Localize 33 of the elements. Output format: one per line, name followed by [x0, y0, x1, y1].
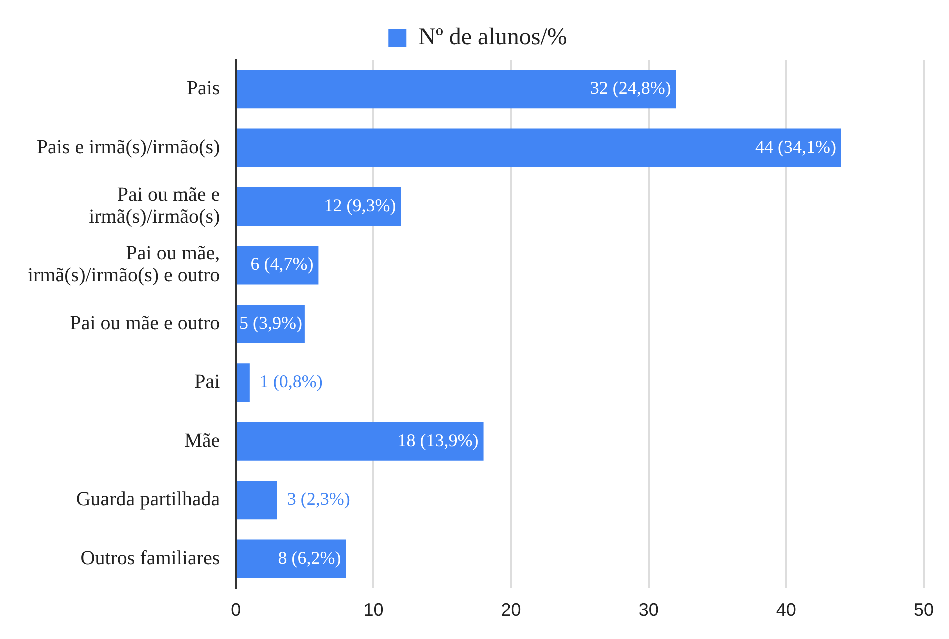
data-label: 5 (3,9%)	[240, 312, 303, 333]
bar	[237, 422, 484, 461]
data-label: 3 (2,3%)	[287, 489, 350, 510]
x-tick-label: 50	[914, 600, 934, 620]
data-label: 44 (34,1%)	[755, 136, 836, 157]
x-tick-label: 20	[501, 600, 522, 620]
x-tick-label: 10	[364, 600, 384, 620]
bar	[237, 128, 842, 168]
bar	[237, 188, 402, 226]
bar	[237, 70, 676, 109]
x-tick-label: 0	[231, 600, 242, 620]
bar	[237, 481, 278, 520]
x-tick-label: 30	[638, 600, 659, 620]
y-tick-label: Pais e irmã(s)/irmão(s)	[36, 136, 220, 158]
bar	[237, 246, 319, 285]
data-label: 6 (4,7%)	[250, 254, 314, 274]
y-tick-label: Pai ou mãe e outro	[70, 312, 220, 334]
x-tick-label: 40	[776, 600, 796, 620]
bar	[237, 540, 346, 578]
data-label: 8 (6,2%)	[278, 548, 342, 568]
data-label: 18 (13,9%)	[398, 430, 479, 450]
bar	[237, 364, 250, 402]
y-tick-label: Outros familiares	[80, 547, 220, 570]
y-tick-label: Mãe	[184, 430, 220, 452]
data-label: 32 (24,8%)	[590, 78, 672, 98]
data-label: 12 (9,3%)	[324, 196, 396, 216]
legend-label: Nº de alunos/%	[418, 24, 568, 50]
y-tick-label: Guarda partilhada	[76, 488, 220, 511]
y-tick-label: Pais	[186, 78, 220, 100]
data-label: 1 (0,8%)	[260, 372, 323, 392]
y-tick-label: Pai	[194, 371, 221, 394]
y-tick-label: Pai ou mãe e irmã(s)/irmão(s)	[89, 184, 220, 228]
y-tick-label: Pai ou mãe, irmã(s)/irmão(s) e outro	[28, 242, 220, 287]
